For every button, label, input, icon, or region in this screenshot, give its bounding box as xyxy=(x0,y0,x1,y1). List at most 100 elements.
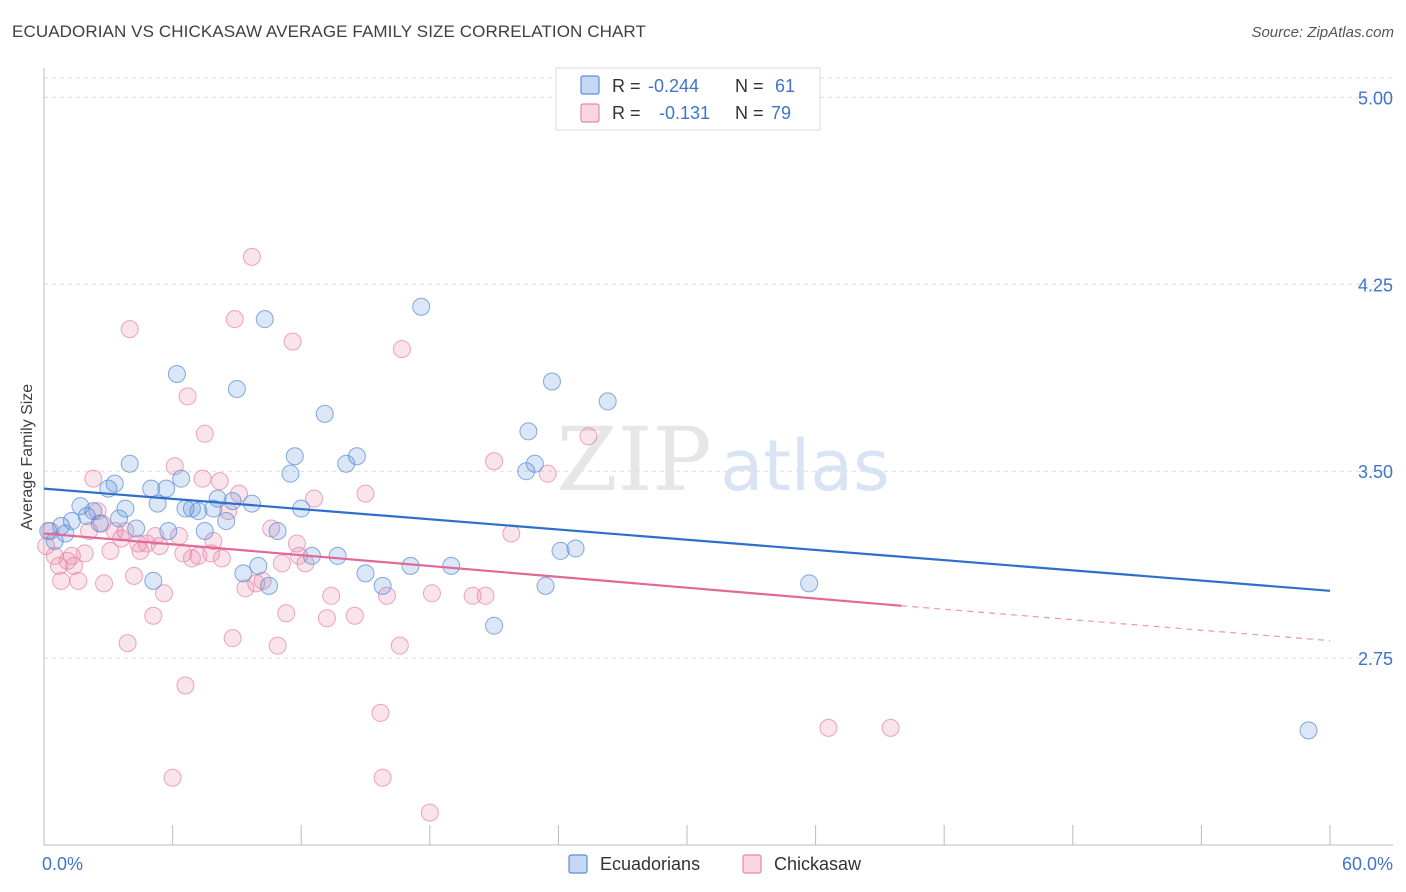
chickasaw-point-25 xyxy=(144,606,163,625)
chickasaw-points xyxy=(37,247,900,822)
ecuadorian-point-52 xyxy=(519,422,538,441)
watermark: ZIP atlas xyxy=(556,408,889,511)
legend-r-label-2: R = xyxy=(612,103,641,123)
watermark-atlas: atlas xyxy=(720,425,889,507)
chickasaw-point-48 xyxy=(242,247,261,266)
ecuadorian-point-21 xyxy=(172,469,191,488)
chickasaw-point-64 xyxy=(371,703,390,722)
bottom-legend-swatch-chickasaw xyxy=(742,854,762,874)
ecuadorian-point-42 xyxy=(328,546,347,565)
ecuadorian-point-28 xyxy=(217,512,236,531)
ecuadorian-point-20 xyxy=(167,365,186,383)
chickasaw-point-54 xyxy=(277,604,296,623)
chickasaw-point-61 xyxy=(322,586,341,605)
ecuadorian-trend-line xyxy=(43,487,1331,592)
chickasaw-point-71 xyxy=(463,586,482,605)
axes xyxy=(43,68,1393,846)
ecuadorian-point-59 xyxy=(800,574,819,593)
ecuadorian-point-41 xyxy=(315,404,334,423)
legend-n-value-2: 79 xyxy=(771,103,791,123)
chickasaw-point-65 xyxy=(373,768,392,787)
trend-lines xyxy=(43,487,1331,642)
ecuadorian-point-19 xyxy=(159,522,178,540)
chickasaw-point-19 xyxy=(118,634,137,653)
ecuadorian-point-31 xyxy=(234,564,253,583)
ecuadorian-point-34 xyxy=(255,310,274,329)
bottom-legend-chickasaw: Chickasaw xyxy=(774,854,862,874)
chickasaw-point-67 xyxy=(390,636,409,655)
chickasaw-point-33 xyxy=(176,676,195,695)
legend-n-label-1: N = xyxy=(735,76,764,96)
chickasaw-point-77 xyxy=(819,718,838,737)
ecuadorian-point-49 xyxy=(442,556,461,575)
ecuadorian-point-60 xyxy=(1299,721,1318,740)
ecuadorian-point-30 xyxy=(227,379,246,398)
chickasaw-point-46 xyxy=(230,484,249,503)
ecuadorian-point-48 xyxy=(412,297,431,316)
chickasaw-point-68 xyxy=(392,340,411,359)
ecuadorian-point-57 xyxy=(566,539,585,558)
legend: R = -0.244 N = 61 R = -0.131 N = 79 xyxy=(555,67,821,131)
chickasaw-point-60 xyxy=(317,609,336,628)
chickasaw-point-42 xyxy=(212,549,231,568)
chickasaw-point-21 xyxy=(125,566,144,585)
chickasaw-point-27 xyxy=(150,536,169,555)
ecuadorian-point-13 xyxy=(120,454,139,473)
chart-title: ECUADORIAN VS CHICKASAW AVERAGE FAMILY S… xyxy=(12,22,646,41)
chickasaw-point-62 xyxy=(345,606,364,625)
chickasaw-point-78 xyxy=(881,718,900,737)
chickasaw-point-38 xyxy=(195,424,214,443)
chickasaw-point-11 xyxy=(84,469,103,488)
ecuadorian-point-8 xyxy=(90,514,109,533)
x-tick-label-max: 60.0% xyxy=(1342,854,1393,874)
ecuadorian-point-58 xyxy=(598,392,617,411)
ecuadorian-point-16 xyxy=(144,571,163,590)
ecuadorian-point-50 xyxy=(485,616,504,635)
ecuadorian-point-56 xyxy=(551,541,570,560)
bottom-legend-swatch-ecuadorians xyxy=(568,854,588,874)
ecuadorian-points xyxy=(39,297,1318,740)
ecuadorian-point-45 xyxy=(356,564,375,583)
chickasaw-point-52 xyxy=(268,636,287,655)
y-tick-label-3: 5.00 xyxy=(1358,88,1393,108)
legend-n-label-2: N = xyxy=(735,103,764,123)
ecuadorian-point-36 xyxy=(268,522,287,540)
ecuadorian-point-29 xyxy=(223,492,242,511)
ecuadorian-point-18 xyxy=(157,479,176,498)
chickasaw-point-14 xyxy=(95,574,114,593)
legend-box xyxy=(555,67,821,131)
watermark-zip: ZIP xyxy=(556,408,711,511)
chickasaw-point-59 xyxy=(305,489,324,508)
ecuadorian-point-14 xyxy=(127,519,146,538)
x-tick-label-min: 0.0% xyxy=(42,854,83,874)
chickasaw-point-29 xyxy=(163,768,182,787)
legend-r-value-1: -0.244 xyxy=(648,76,699,96)
chickasaw-point-45 xyxy=(225,310,244,329)
chickasaw-point-47 xyxy=(236,579,255,598)
ecuadorian-point-27 xyxy=(208,489,227,508)
legend-swatch-ecuadorians xyxy=(580,75,600,95)
chickasaw-point-66 xyxy=(377,586,396,605)
y-tick-label-1: 3.50 xyxy=(1358,462,1393,482)
chickasaw-point-75 xyxy=(538,464,557,483)
chickasaw-point-55 xyxy=(283,332,302,351)
x-tick-labels: 0.0% 60.0% xyxy=(42,854,1393,874)
chickasaw-point-63 xyxy=(356,484,375,503)
ecuadorian-point-10 xyxy=(105,474,124,493)
ecuadorian-point-33 xyxy=(249,556,268,575)
ecuadorian-point-15 xyxy=(142,479,161,498)
chickasaw-point-72 xyxy=(476,586,495,605)
ecuadorian-point-38 xyxy=(285,447,304,466)
ecuadorian-point-55 xyxy=(542,372,561,391)
ecuadorian-point-24 xyxy=(189,502,208,521)
ecuadorian-point-1 xyxy=(45,531,64,550)
chickasaw-point-4 xyxy=(52,571,71,590)
ecuadorian-point-37 xyxy=(281,464,300,483)
ecuadorian-point-12 xyxy=(116,499,135,518)
chickasaw-point-34 xyxy=(178,387,197,406)
y-tick-label-0: 2.75 xyxy=(1358,649,1393,669)
chickasaw-trend-extension xyxy=(901,605,1331,642)
chart-source: Source: ZipAtlas.com xyxy=(1251,24,1394,41)
legend-r-label-1: R = xyxy=(612,76,641,96)
